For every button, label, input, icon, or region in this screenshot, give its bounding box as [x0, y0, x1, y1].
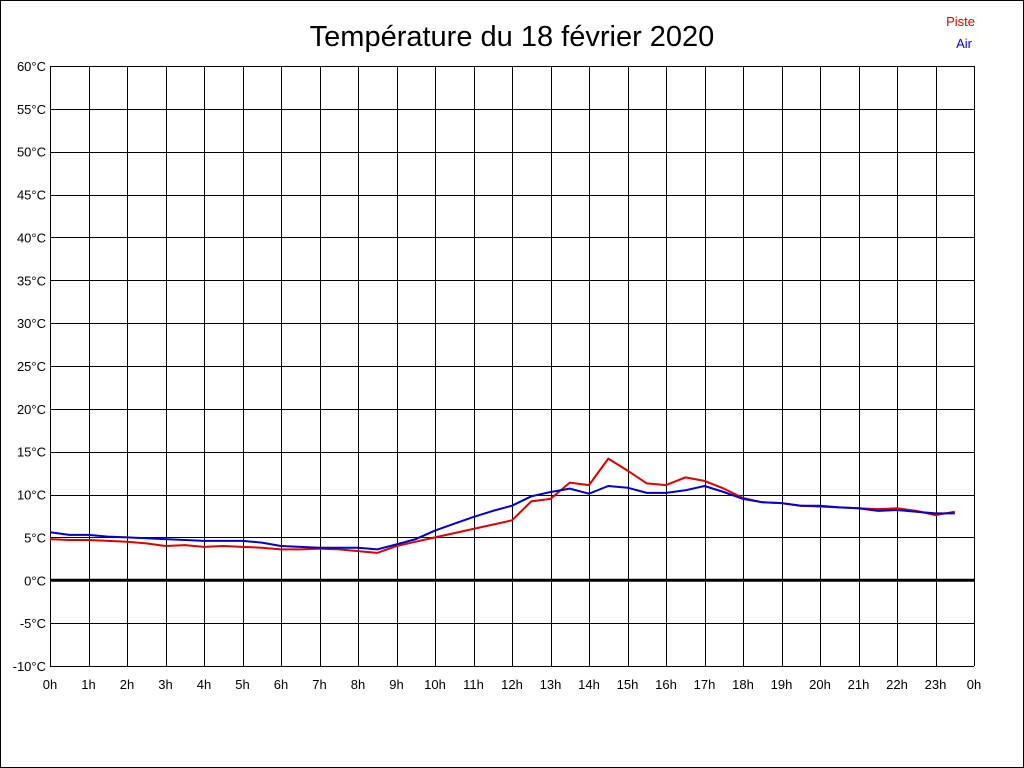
x-tick-label: 21h: [848, 677, 870, 692]
x-tick-label: 8h: [351, 677, 365, 692]
x-tick-label: 4h: [197, 677, 211, 692]
x-tick-label: 18h: [732, 677, 754, 692]
x-tick-label: 15h: [617, 677, 639, 692]
x-tick-label: 23h: [925, 677, 947, 692]
y-tick-label: 60°C: [17, 59, 46, 74]
x-tick-label: 13h: [540, 677, 562, 692]
y-tick-label: 50°C: [17, 145, 46, 160]
axis-layer: 60°C 55°C 50°C 45°C 40°C 35°C 30°C 25°C 20°C 15°C…: [13, 59, 982, 692]
y-tick-label: 20°C: [17, 402, 46, 417]
x-tick-label: 7h: [312, 677, 326, 692]
y-tick-label: 5°C: [24, 530, 46, 545]
x-tick-label: 17h: [694, 677, 716, 692]
grid-layer: [50, 66, 975, 667]
series-line-air: [49, 485, 955, 551]
x-tick-label: 11h: [463, 677, 484, 692]
y-tick-label: 30°C: [17, 316, 46, 331]
y-tick-label: 25°C: [17, 359, 46, 374]
y-tick-label: 40°C: [17, 230, 46, 245]
x-tick-label: 12h: [501, 677, 523, 692]
y-tick-label: -5°C: [20, 616, 46, 631]
x-tick-label: 2h: [120, 677, 134, 692]
y-tick-label: 15°C: [17, 445, 46, 460]
x-tick-label: 1h: [81, 677, 95, 692]
y-tick-label: -10°C: [13, 659, 46, 674]
y-tick-label: 10°C: [17, 488, 46, 503]
y-tick-label: 55°C: [17, 102, 46, 117]
x-tick-label: 22h: [886, 677, 908, 692]
series-layer: [49, 457, 955, 554]
x-tick-label: 14h: [578, 677, 600, 692]
y-tick-label: 35°C: [17, 273, 46, 288]
x-tick-label: 3h: [158, 677, 172, 692]
x-tick-label: 10h: [424, 677, 446, 692]
x-tick-label: 0h: [967, 677, 981, 692]
legend-air: Air: [956, 36, 973, 51]
legend-piste: Piste: [946, 14, 975, 29]
x-tick-label: 16h: [655, 677, 677, 692]
y-tick-label: 45°C: [17, 188, 46, 203]
chart-title: Température du 18 février 2020: [310, 21, 715, 53]
y-tick-label: 0°C: [24, 573, 46, 588]
x-tick-label: 9h: [389, 677, 403, 692]
x-tick-label: 5h: [235, 677, 249, 692]
x-tick-label: 6h: [274, 677, 288, 692]
x-tick-label: 0h: [43, 677, 57, 692]
x-tick-label: 19h: [771, 677, 793, 692]
x-tick-label: 20h: [809, 677, 831, 692]
